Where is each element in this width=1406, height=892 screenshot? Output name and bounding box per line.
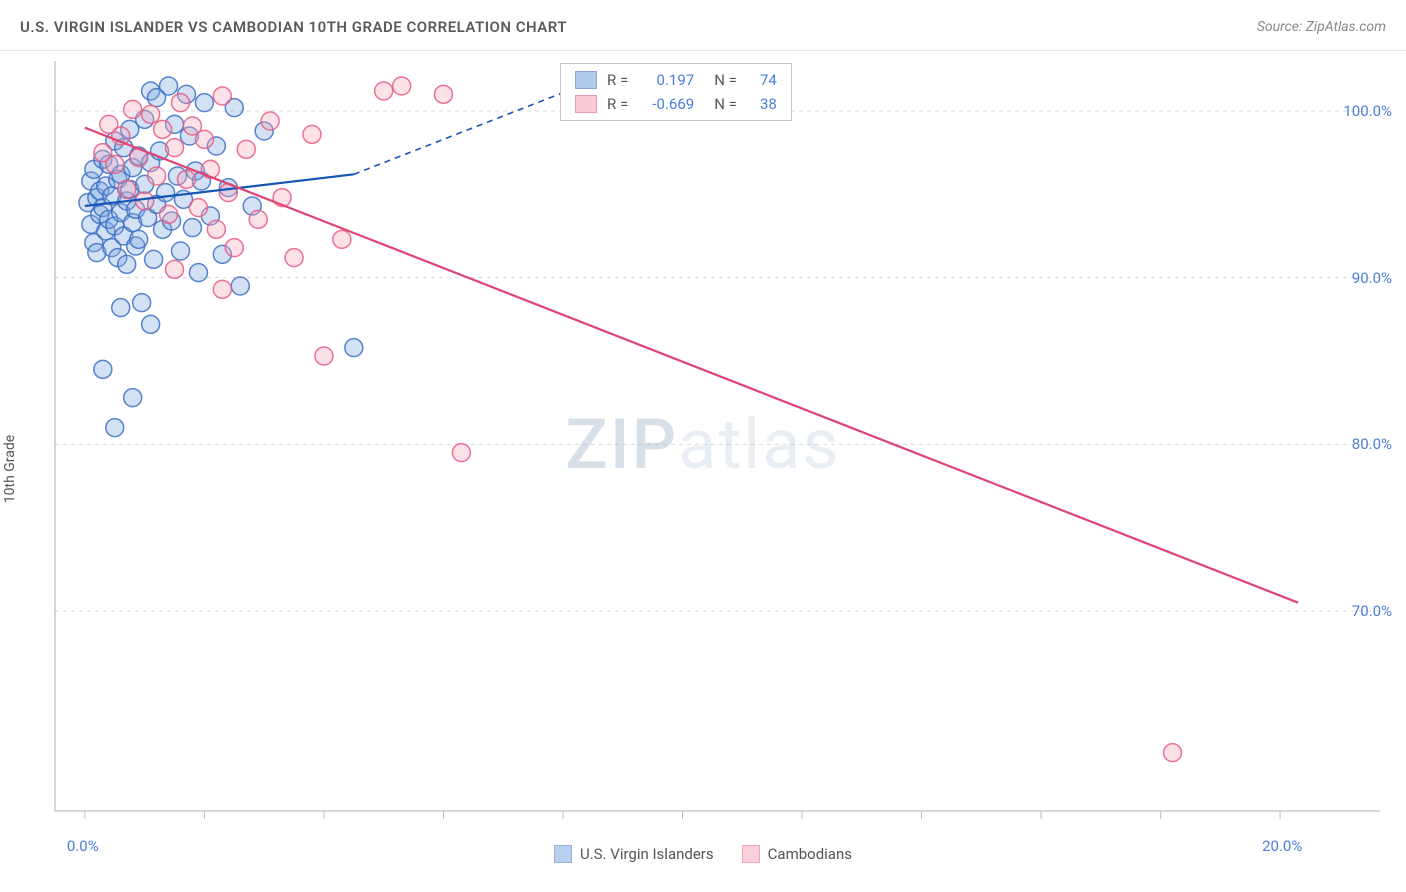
y-axis-label: 10th Grade xyxy=(2,435,18,503)
chart-area: 10th Grade ZIPatlas R =0.197N =74R =-0.6… xyxy=(0,51,1406,871)
n-value: 38 xyxy=(747,95,777,113)
legend-item: U.S. Virgin Islanders xyxy=(554,845,714,863)
correlation-stats-box: R = 0.197 N = 74 R = -0.669 N = 38 xyxy=(560,63,792,121)
chart-source: Source: ZipAtlas.com xyxy=(1257,19,1386,35)
r-value: -0.669 xyxy=(638,95,694,113)
y-tick-label: 70.0% xyxy=(1352,602,1392,620)
legend-swatch xyxy=(554,845,572,863)
r-label: R = xyxy=(607,95,628,113)
legend-label: Cambodians xyxy=(768,845,852,863)
r-value: 0.197 xyxy=(638,71,694,89)
n-value: 74 xyxy=(747,71,777,89)
legend-bottom: U.S. Virgin Islanders Cambodians xyxy=(0,837,1406,871)
series-swatch xyxy=(575,71,597,89)
legend-item: Cambodians xyxy=(742,845,852,863)
n-label: N = xyxy=(714,71,737,89)
y-tick-label: 80.0% xyxy=(1352,435,1392,453)
n-label: N = xyxy=(714,95,737,113)
stats-row: R = -0.669 N = 38 xyxy=(561,92,791,116)
series-swatch xyxy=(575,95,597,113)
y-tick-label: 90.0% xyxy=(1352,269,1392,287)
scatter-chart xyxy=(0,51,1406,871)
chart-header: U.S. VIRGIN ISLANDER VS CAMBODIAN 10TH G… xyxy=(0,0,1406,51)
stats-row: R = 0.197 N = 74 xyxy=(561,68,791,92)
legend-label: U.S. Virgin Islanders xyxy=(580,845,714,863)
y-tick-label: 100.0% xyxy=(1343,102,1392,120)
legend-swatch xyxy=(742,845,760,863)
chart-title: U.S. VIRGIN ISLANDER VS CAMBODIAN 10TH G… xyxy=(20,18,567,36)
r-label: R = xyxy=(607,71,628,89)
